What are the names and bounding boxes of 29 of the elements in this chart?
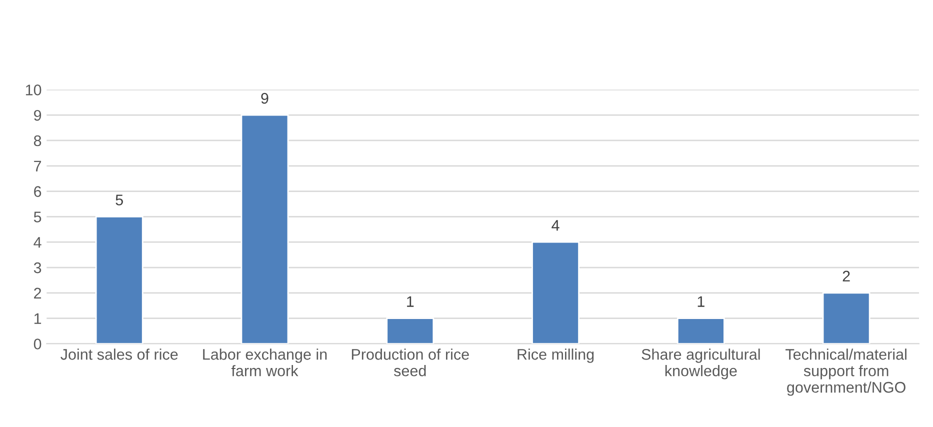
y-tick-label: 6 xyxy=(34,186,42,197)
bar xyxy=(386,318,434,344)
y-tick-label: 3 xyxy=(34,262,42,274)
x-tick-label: Rice milling xyxy=(518,348,594,363)
x-tick-label: Labor exchange in farm work xyxy=(203,348,327,376)
x-tick-label: Joint sales of rice xyxy=(60,348,178,360)
data-label: 1 xyxy=(407,296,414,307)
data-label: 9 xyxy=(261,92,268,104)
data-label: 5 xyxy=(116,194,123,206)
y-tick-label: 10 xyxy=(26,84,42,96)
y-tick-label: 9 xyxy=(34,110,42,121)
data-label: 1 xyxy=(698,296,704,307)
y-tick-label: 1 xyxy=(34,313,42,324)
data-label: 2 xyxy=(842,270,850,282)
y-tick-label: 5 xyxy=(34,212,42,222)
data-label: 4 xyxy=(552,220,560,231)
bar xyxy=(240,114,289,344)
x-tick-label: Technical/material support from government/NGO xyxy=(786,348,906,396)
y-tick-label: 7 xyxy=(34,160,42,172)
bar xyxy=(532,241,580,344)
bar xyxy=(822,292,870,344)
bar xyxy=(95,216,144,344)
y-tick-label: 0 xyxy=(34,338,42,350)
x-tick-label: Share agricultural knowledge xyxy=(642,348,760,380)
y-tick-label: 8 xyxy=(34,135,42,146)
x-tick-label: Production of rice seed xyxy=(352,348,469,376)
y-tick-label: 4 xyxy=(34,237,42,248)
y-tick-label: 2 xyxy=(34,288,42,298)
bar xyxy=(676,318,725,344)
